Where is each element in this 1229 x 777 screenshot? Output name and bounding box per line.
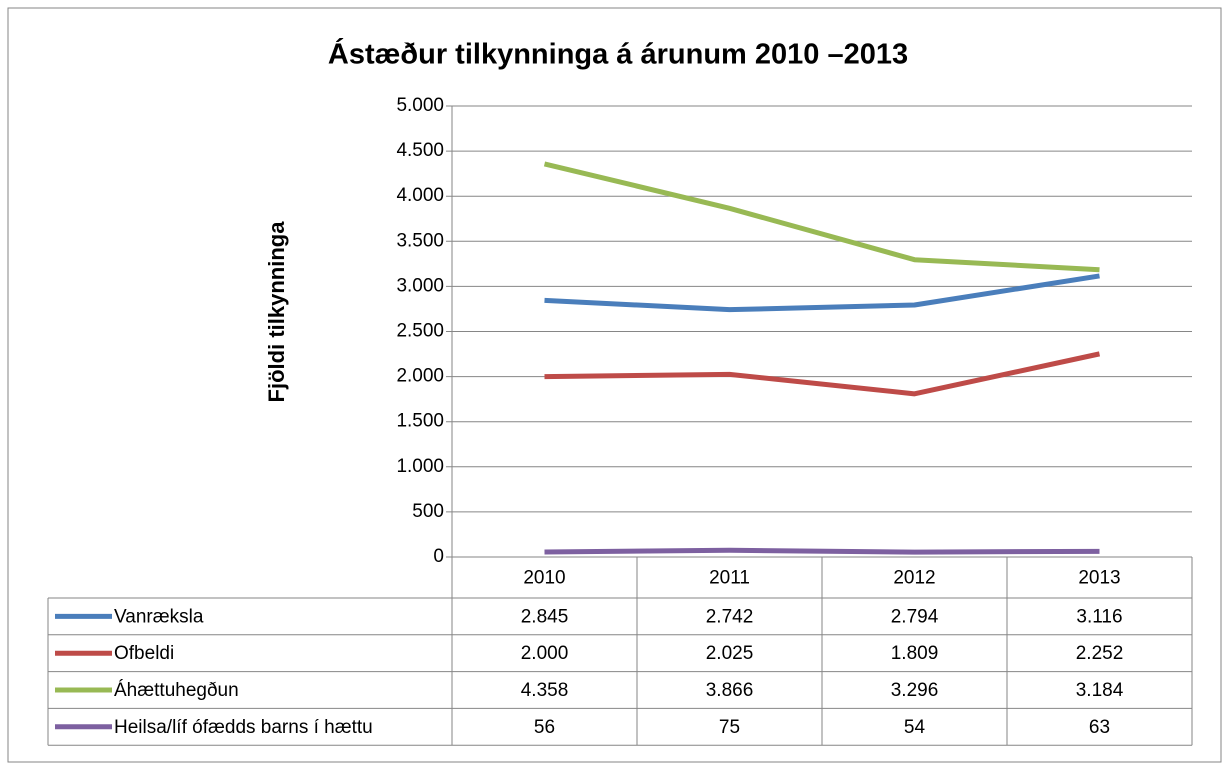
legend-label: Áhættuhegðun xyxy=(114,680,239,701)
table-value: 3.866 xyxy=(706,680,754,701)
table-value: 54 xyxy=(904,717,926,738)
y-tick-label: 4.500 xyxy=(396,140,444,161)
series-line xyxy=(544,351,1101,397)
legend-label: Heilsa/líf ófædds barns í hættu xyxy=(114,717,373,738)
x-tick-label: 2012 xyxy=(893,568,935,589)
table-value: 4.358 xyxy=(521,680,569,701)
y-tick-label: 500 xyxy=(412,501,444,522)
legend-label: Vanræksla xyxy=(114,606,204,627)
y-tick-label: 2.500 xyxy=(396,321,444,342)
table-value: 2.025 xyxy=(706,643,754,664)
series-line xyxy=(544,273,1100,313)
chart-border xyxy=(7,7,1222,763)
table-value: 63 xyxy=(1089,717,1110,738)
table-value: 3.184 xyxy=(1076,680,1124,701)
x-tick-label: 2010 xyxy=(523,568,565,589)
y-tick-label: 3.000 xyxy=(396,275,444,296)
series-line xyxy=(543,161,1100,273)
y-tick-label: 0 xyxy=(433,546,444,567)
table-value: 2.252 xyxy=(1076,643,1124,664)
y-tick-label: 4.000 xyxy=(396,185,444,206)
table-value: 2.845 xyxy=(521,606,569,627)
legend-label: Ofbeldi xyxy=(114,643,174,664)
y-tick-label: 5.000 xyxy=(396,95,444,116)
table-value: 1.809 xyxy=(891,643,939,664)
table-value: 3.296 xyxy=(891,680,939,701)
table-value: 2.000 xyxy=(521,643,569,664)
series-line xyxy=(544,547,1100,555)
table-value: 2.742 xyxy=(706,606,754,627)
y-tick-label: 3.500 xyxy=(396,230,444,251)
chart-title: Ástæður tilkynninga á árunum 2010 –2013 xyxy=(328,37,908,71)
x-tick-label: 2013 xyxy=(1078,568,1120,589)
table-value: 2.794 xyxy=(891,606,939,627)
table-value: 75 xyxy=(719,717,740,738)
y-tick-label: 2.000 xyxy=(396,366,444,387)
table-value: 56 xyxy=(534,717,555,738)
y-axis-title: Fjöldi tilkynninga xyxy=(264,221,289,403)
y-tick-label: 1.000 xyxy=(396,456,444,477)
y-tick-label: 1.500 xyxy=(396,411,444,432)
table-value: 3.116 xyxy=(1076,606,1122,627)
x-tick-label: 2011 xyxy=(709,568,750,589)
